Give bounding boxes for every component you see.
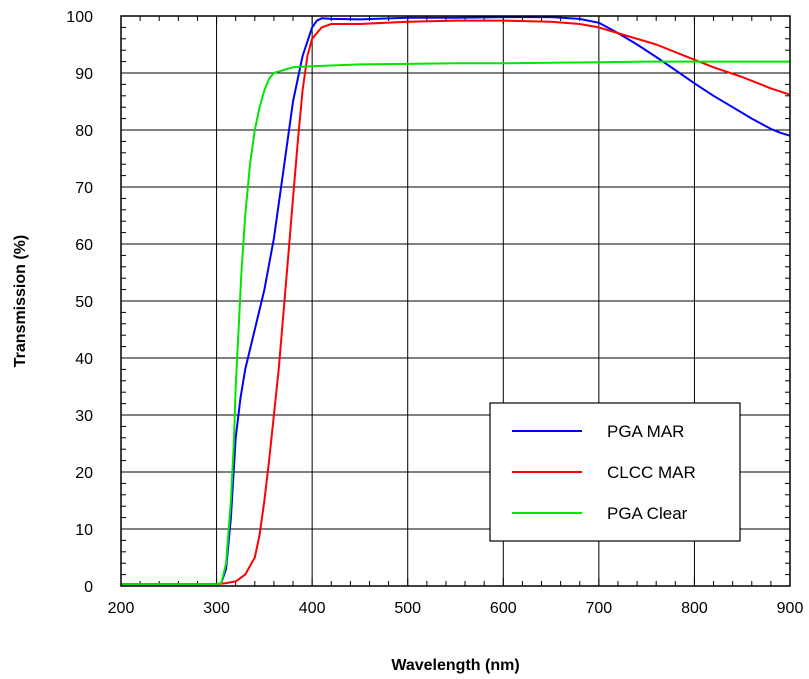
x-tick-label: 700 [586,600,613,617]
legend: PGA MAR CLCC MAR PGA Clear [489,402,741,542]
y-tick-label: 60 [75,237,93,254]
x-tick-label: 800 [681,600,708,617]
y-tick-label: 0 [84,579,93,596]
y-tick-label: 90 [75,66,93,83]
x-tick-label: 400 [299,600,326,617]
y-tick-labels: 0 10 20 30 40 50 60 70 80 90 100 [66,9,93,596]
x-tick-label: 900 [777,600,804,617]
y-tick-label: 20 [75,465,93,482]
x-tick-label: 200 [108,600,135,617]
y-tick-label: 70 [75,180,93,197]
series-line-clcc-mar [121,19,791,586]
x-tick-labels: 200 300 400 500 600 700 800 900 [108,600,804,617]
minor-ticks [120,15,791,587]
y-axis-title: Transmission (%) [12,235,29,367]
y-tick-label: 50 [75,294,93,311]
y-tick-label: 40 [75,351,93,368]
y-tick-label: 80 [75,123,93,140]
plot-frame [120,15,791,587]
legend-label-pga-clear: PGA Clear [607,504,688,523]
series-line-pga-mar [121,16,791,586]
legend-label-pga-mar: PGA MAR [607,422,684,441]
y-tick-label: 100 [66,9,93,26]
series-lines [121,16,791,586]
y-tick-label: 30 [75,408,93,425]
x-tick-label: 600 [490,600,517,617]
x-axis-title: Wavelength (nm) [391,657,519,674]
x-tick-label: 500 [394,600,421,617]
x-tick-label: 300 [203,600,230,617]
y-tick-label: 10 [75,522,93,539]
series-line-pga-clear [121,60,790,586]
legend-label-clcc-mar: CLCC MAR [607,463,696,482]
